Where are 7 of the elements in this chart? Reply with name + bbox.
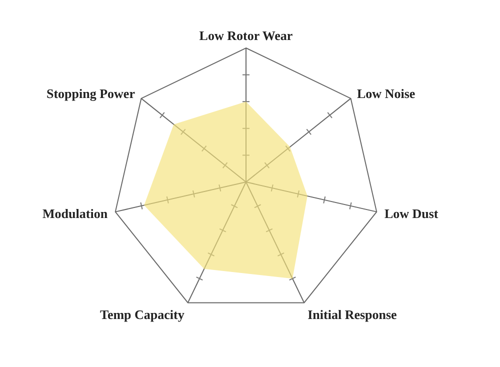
spoke-label: Stopping Power <box>46 86 136 102</box>
spoke-label: Low Rotor Wear <box>199 28 293 43</box>
spoke-label: Initial Response <box>308 307 398 322</box>
spoke-label: Low Dust <box>384 206 439 222</box>
spoke-label: Temp Capacity <box>100 307 185 322</box>
spoke-label: Low Noise <box>357 86 416 102</box>
spoke-label: Modulation <box>42 206 108 222</box>
